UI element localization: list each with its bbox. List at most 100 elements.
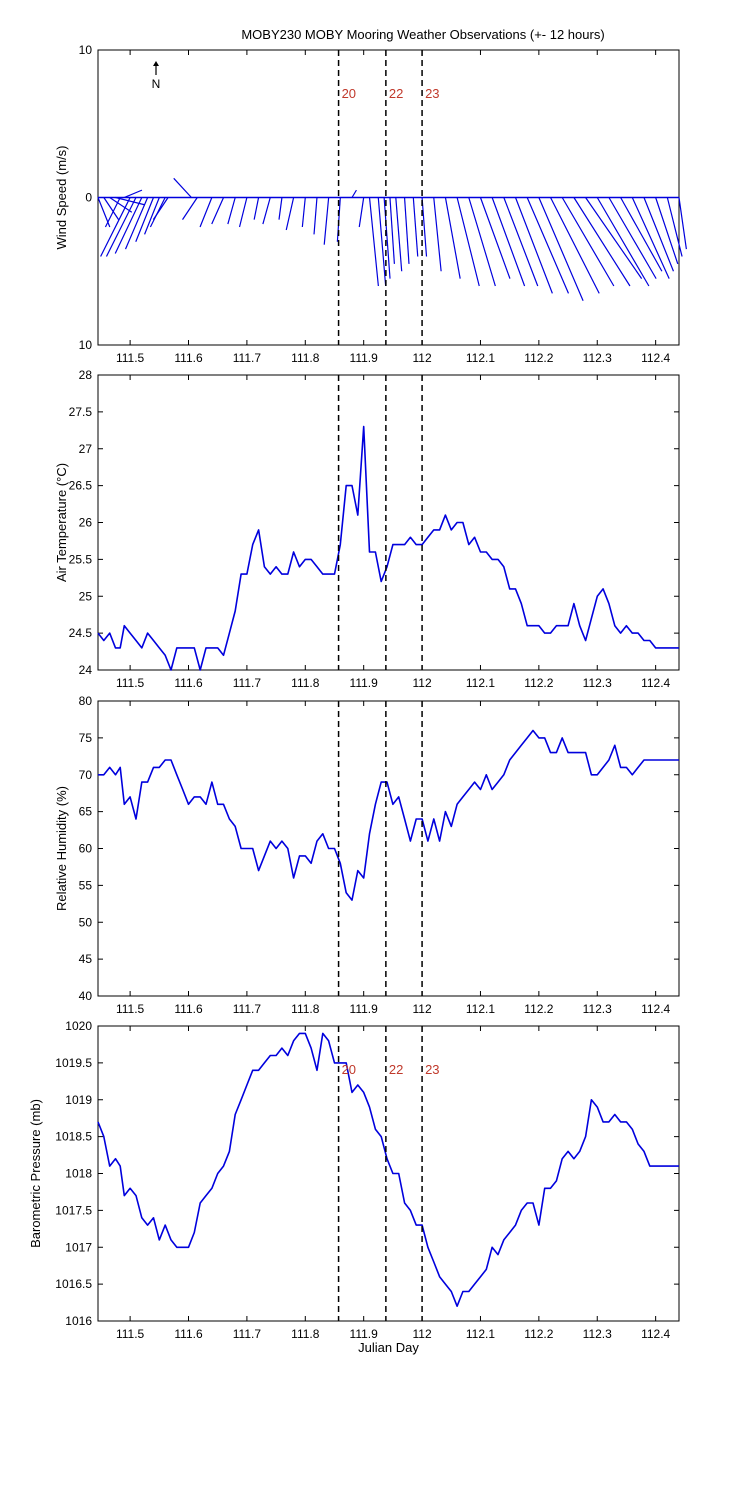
wind-vector	[199, 197, 213, 228]
wind-vector	[262, 197, 271, 225]
chart-title: MOBY230 MOBY Mooring Weather Observation…	[241, 27, 604, 42]
x-tick-label: 112.4	[641, 676, 670, 690]
x-tick-label: 112	[413, 1327, 432, 1341]
wind-vector	[550, 197, 600, 294]
x-tick-label: 112.2	[524, 1002, 553, 1016]
x-tick-label: 112	[413, 1002, 432, 1016]
y-axis-label: Air Temperature (°C)	[54, 463, 69, 582]
chart-panel-2: 111.5 111.6 111.7 111.8 111.9 112 112.1 112.2 11…	[54, 368, 680, 690]
wind-vector	[115, 196, 146, 206]
wind-vector	[323, 197, 330, 245]
wind-vector	[666, 197, 683, 257]
wind-vector	[351, 189, 357, 198]
wind-vector	[608, 197, 657, 279]
x-tick-label: 112	[413, 351, 432, 365]
wind-vector	[456, 197, 480, 287]
y-tick-label: 1017	[65, 1240, 92, 1254]
x-tick-label: 112.3	[583, 1002, 612, 1016]
north-label: N	[152, 77, 161, 91]
wind-vector	[135, 197, 155, 242]
y-tick-label: 80	[79, 694, 93, 708]
plot-frame	[97, 700, 680, 997]
chart-panels: 111.5 111.6 111.7 111.8 111.9 112 112.1 112.2 11…	[28, 43, 687, 1355]
x-tick-label: 111.7	[233, 351, 262, 365]
wind-vector	[468, 197, 496, 287]
wind-vector	[227, 197, 236, 225]
y-axis-label: Relative Humidity (%)	[54, 786, 69, 911]
chart-panel-3: 111.5 111.6 111.7 111.8 111.9 112 112.1 112.2 11…	[54, 694, 680, 1016]
x-tick-label: 111.8	[291, 676, 320, 690]
x-tick-label: 112.1	[466, 676, 495, 690]
x-tick-label: 111.7	[233, 676, 262, 690]
y-tick-label: 26.5	[69, 479, 93, 493]
x-tick-label: 112.1	[466, 1327, 495, 1341]
x-tick-label: 111.6	[174, 1002, 203, 1016]
y-tick-label: 28	[79, 368, 93, 382]
wind-vector	[103, 197, 120, 220]
wind-vector	[383, 197, 391, 279]
wind-vector	[444, 197, 461, 279]
x-tick-label: 111.9	[350, 1327, 379, 1341]
time-marker-label: 22	[389, 1062, 403, 1077]
x-tick-label: 112.3	[583, 1327, 612, 1341]
wind-vector	[173, 177, 192, 198]
wind-vector	[301, 197, 306, 228]
x-tick-label: 111.6	[174, 1327, 203, 1341]
y-tick-label: 10	[79, 338, 93, 352]
wind-vector	[538, 197, 584, 301]
x-axis-label: Julian Day	[358, 1340, 419, 1355]
y-tick-label: 40	[79, 989, 93, 1003]
wind-vector	[631, 197, 670, 279]
wind-vector	[678, 197, 687, 250]
y-tick-label: 60	[79, 842, 93, 856]
x-tick-label: 111.9	[350, 676, 379, 690]
y-tick-label: 27.5	[69, 405, 93, 419]
x-tick-label: 112.4	[641, 351, 670, 365]
wind-vector	[403, 197, 410, 264]
wind-vector	[491, 197, 526, 287]
wind-vector	[124, 197, 149, 250]
series-line	[97, 1032, 679, 1307]
wind-vector	[313, 197, 318, 235]
x-tick-label: 111.8	[291, 351, 320, 365]
wind-vector	[643, 197, 675, 272]
wind-vector	[421, 197, 428, 257]
y-axis-label: Barometric Pressure (mb)	[28, 1099, 43, 1248]
time-marker-label: 20	[342, 1062, 356, 1077]
x-tick-label: 111.7	[233, 1327, 262, 1341]
x-tick-label: 112.2	[524, 1327, 553, 1341]
y-tick-label: 55	[79, 878, 93, 892]
series-line	[97, 425, 679, 671]
x-tick-label: 111.7	[233, 1002, 262, 1016]
plot-frame	[97, 374, 680, 671]
wind-vector	[585, 197, 643, 279]
wind-vector	[144, 197, 160, 235]
x-tick-label: 111.5	[116, 1002, 145, 1016]
y-tick-label: 70	[79, 768, 93, 782]
x-tick-label: 112.1	[466, 351, 495, 365]
y-tick-label: 24	[79, 663, 93, 677]
x-tick-label: 112	[413, 676, 432, 690]
wind-vector	[620, 197, 663, 272]
x-tick-label: 111.8	[291, 1002, 320, 1016]
y-tick-label: 1020	[65, 1019, 92, 1033]
y-tick-label: 25.5	[69, 552, 93, 566]
x-tick-label: 112.1	[466, 1002, 495, 1016]
wind-vector	[104, 197, 121, 228]
x-tick-label: 111.6	[174, 351, 203, 365]
wind-vector	[377, 197, 387, 287]
y-tick-label: 26	[79, 516, 93, 530]
x-tick-label: 112.4	[641, 1002, 670, 1016]
wind-vector	[238, 197, 248, 228]
north-arrow-head-icon	[153, 61, 159, 66]
x-tick-label: 111.6	[174, 676, 203, 690]
y-tick-label: 25	[79, 589, 93, 603]
time-marker-label: 20	[342, 86, 356, 101]
x-tick-label: 111.9	[350, 1002, 379, 1016]
wind-vector	[596, 197, 650, 287]
wind-vector	[368, 197, 379, 287]
x-tick-label: 111.5	[116, 1327, 145, 1341]
x-tick-label: 111.5	[116, 351, 145, 365]
y-tick-label: 1018	[65, 1167, 92, 1181]
wind-vector	[395, 197, 403, 272]
